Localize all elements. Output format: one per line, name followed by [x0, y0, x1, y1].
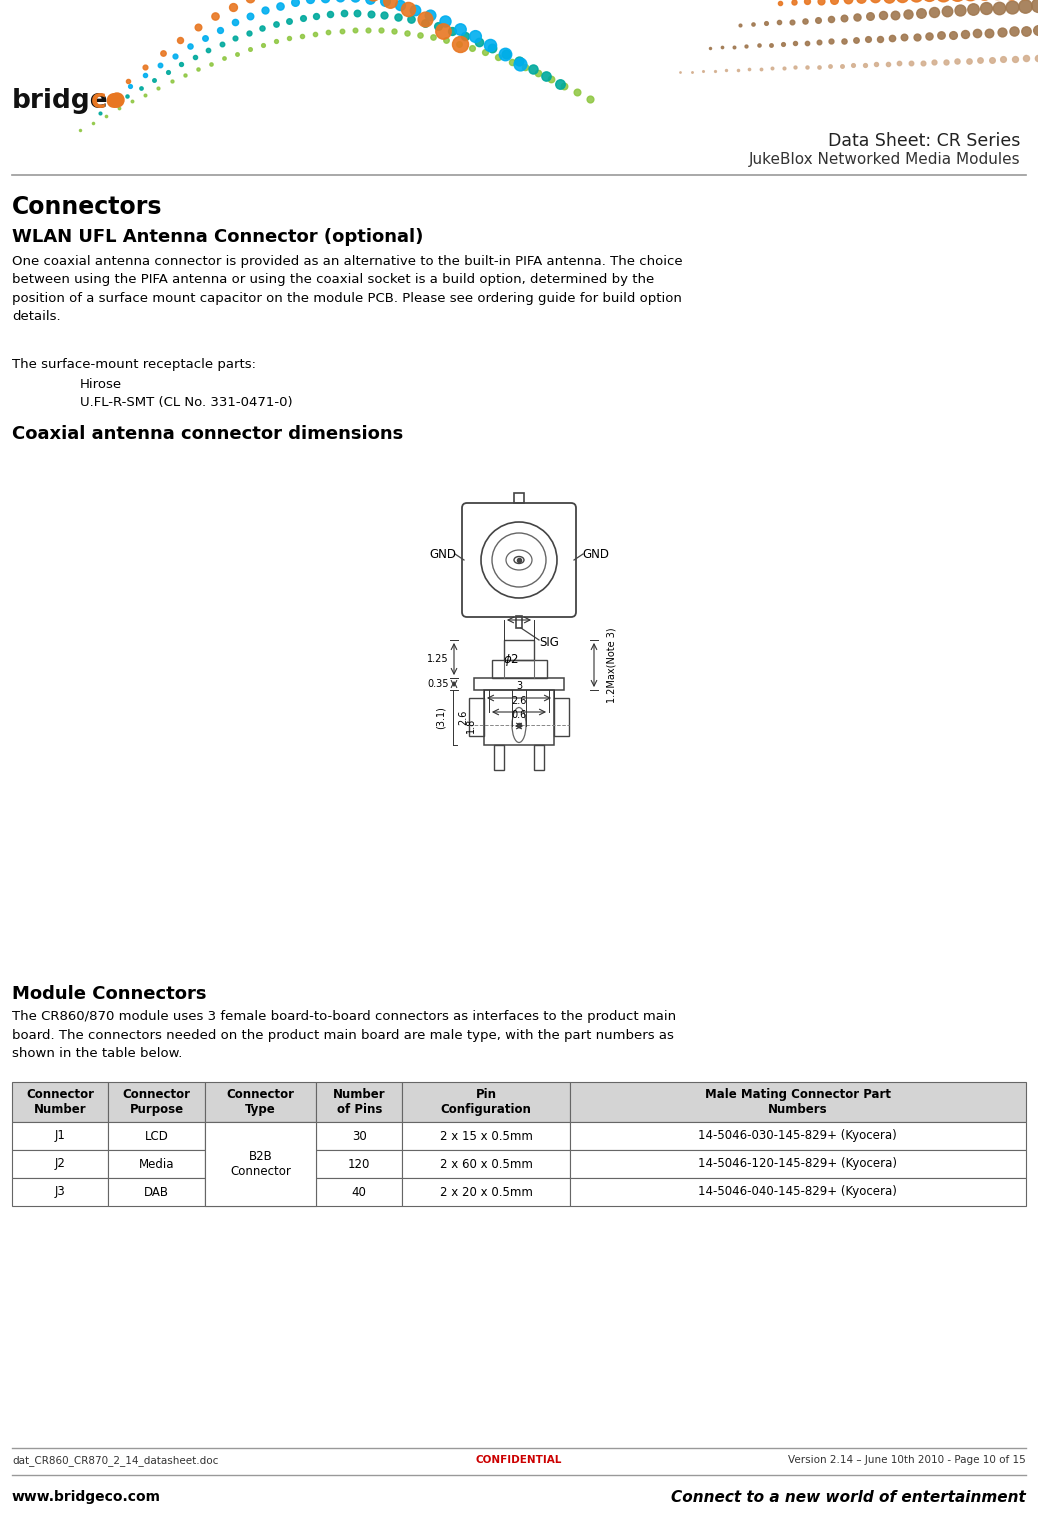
- Bar: [12, 1179, 108, 1206]
- Bar: [204, 1179, 317, 1206]
- Bar: [317, 1082, 403, 1123]
- Text: Connect to a new world of entertainment: Connect to a new world of entertainment: [672, 1490, 1026, 1505]
- Text: 1.8: 1.8: [466, 717, 476, 732]
- Text: Male Mating Connector Part
Numbers: Male Mating Connector Part Numbers: [705, 1088, 891, 1117]
- Text: 0.35: 0.35: [428, 679, 449, 688]
- Text: CONFIDENTIAL: CONFIDENTIAL: [475, 1456, 563, 1465]
- Circle shape: [110, 92, 124, 107]
- Bar: [570, 1150, 1026, 1179]
- Text: $\phi$2: $\phi$2: [503, 652, 519, 669]
- Text: J2: J2: [55, 1157, 65, 1171]
- Text: DAB: DAB: [144, 1186, 169, 1198]
- Bar: [403, 1179, 570, 1206]
- Bar: [317, 1179, 403, 1206]
- Text: 14-5046-120-145-829+ (Kyocera): 14-5046-120-145-829+ (Kyocera): [699, 1157, 897, 1171]
- Bar: [108, 1123, 204, 1150]
- Text: GND: GND: [429, 548, 456, 560]
- Bar: [554, 697, 569, 735]
- Text: Coaxial antenna connector dimensions: Coaxial antenna connector dimensions: [12, 425, 403, 443]
- Bar: [492, 660, 546, 678]
- Text: Media: Media: [139, 1157, 174, 1171]
- Text: Connector
Number: Connector Number: [26, 1088, 94, 1117]
- Text: 1.2Max(Note 3): 1.2Max(Note 3): [607, 628, 617, 704]
- Text: Data Sheet: CR Series: Data Sheet: CR Series: [827, 132, 1020, 150]
- Text: (3.1): (3.1): [436, 707, 446, 729]
- Text: co: co: [91, 88, 125, 113]
- Bar: [204, 1123, 317, 1150]
- Text: 14-5046-030-145-829+ (Kyocera): 14-5046-030-145-829+ (Kyocera): [699, 1130, 897, 1142]
- Text: 2 x 20 x 0.5mm: 2 x 20 x 0.5mm: [440, 1186, 532, 1198]
- Text: B2B
Connector: B2B Connector: [230, 1150, 291, 1179]
- Text: Hirose: Hirose: [80, 378, 122, 390]
- Text: GND: GND: [582, 548, 609, 560]
- Bar: [12, 1082, 108, 1123]
- Text: Connector
Purpose: Connector Purpose: [122, 1088, 191, 1117]
- Bar: [570, 1179, 1026, 1206]
- Bar: [534, 744, 544, 770]
- Text: Connectors: Connectors: [12, 195, 163, 219]
- Text: www.bridgeco.com: www.bridgeco.com: [12, 1490, 161, 1504]
- Bar: [516, 616, 522, 628]
- Text: 40: 40: [352, 1186, 366, 1198]
- Text: dat_CR860_CR870_2_14_datasheet.doc: dat_CR860_CR870_2_14_datasheet.doc: [12, 1456, 218, 1466]
- Text: 3: 3: [516, 681, 522, 691]
- Text: 120: 120: [348, 1157, 371, 1171]
- Text: Number
of Pins: Number of Pins: [333, 1088, 385, 1117]
- Bar: [504, 640, 534, 660]
- Text: LCD: LCD: [144, 1130, 168, 1142]
- Bar: [570, 1123, 1026, 1150]
- Text: B2B
Connector: B2B Connector: [230, 1150, 291, 1179]
- Bar: [12, 1150, 108, 1179]
- Text: 2.6: 2.6: [512, 696, 526, 707]
- Bar: [403, 1082, 570, 1123]
- Bar: [494, 744, 504, 770]
- Text: Connector
Type: Connector Type: [226, 1088, 295, 1117]
- Text: 30: 30: [352, 1130, 366, 1142]
- Text: Version 2.14 – June 10th 2010 - Page 10 of 15: Version 2.14 – June 10th 2010 - Page 10 …: [788, 1456, 1026, 1465]
- Text: 2.6: 2.6: [458, 710, 468, 725]
- Bar: [12, 1123, 108, 1150]
- Text: J1: J1: [55, 1130, 65, 1142]
- Text: U.FL-R-SMT (CL No. 331-0471-0): U.FL-R-SMT (CL No. 331-0471-0): [80, 396, 293, 409]
- Bar: [403, 1150, 570, 1179]
- Bar: [403, 1123, 570, 1150]
- Text: SIG: SIG: [539, 635, 558, 649]
- Bar: [108, 1179, 204, 1206]
- Text: JukeBlox Networked Media Modules: JukeBlox Networked Media Modules: [748, 151, 1020, 166]
- Text: 0.6: 0.6: [512, 710, 526, 720]
- Text: J3: J3: [55, 1186, 65, 1198]
- Text: 1.25: 1.25: [428, 654, 449, 664]
- Text: Pin
Configuration: Pin Configuration: [440, 1088, 531, 1117]
- Text: 2 x 15 x 0.5mm: 2 x 15 x 0.5mm: [440, 1130, 532, 1142]
- Bar: [317, 1150, 403, 1179]
- Bar: [484, 690, 554, 744]
- Bar: [204, 1150, 317, 1179]
- Text: The CR860/870 module uses 3 female board-to-board connectors as interfaces to th: The CR860/870 module uses 3 female board…: [12, 1011, 676, 1061]
- Bar: [108, 1150, 204, 1179]
- Bar: [570, 1082, 1026, 1123]
- Text: 2 x 60 x 0.5mm: 2 x 60 x 0.5mm: [440, 1157, 532, 1171]
- Text: The surface-mount receptacle parts:: The surface-mount receptacle parts:: [12, 359, 256, 371]
- Bar: [514, 493, 524, 502]
- Text: WLAN UFL Antenna Connector (optional): WLAN UFL Antenna Connector (optional): [12, 228, 424, 247]
- Bar: [204, 1082, 317, 1123]
- Bar: [469, 697, 484, 735]
- Bar: [474, 678, 564, 690]
- Text: Module Connectors: Module Connectors: [12, 985, 207, 1003]
- Text: One coaxial antenna connector is provided as an alternative to the built-in PIFA: One coaxial antenna connector is provide…: [12, 256, 683, 324]
- Bar: [317, 1123, 403, 1150]
- Bar: [108, 1082, 204, 1123]
- Text: bridge: bridge: [12, 88, 109, 113]
- Bar: [204, 1123, 317, 1206]
- Text: 14-5046-040-145-829+ (Kyocera): 14-5046-040-145-829+ (Kyocera): [699, 1186, 897, 1198]
